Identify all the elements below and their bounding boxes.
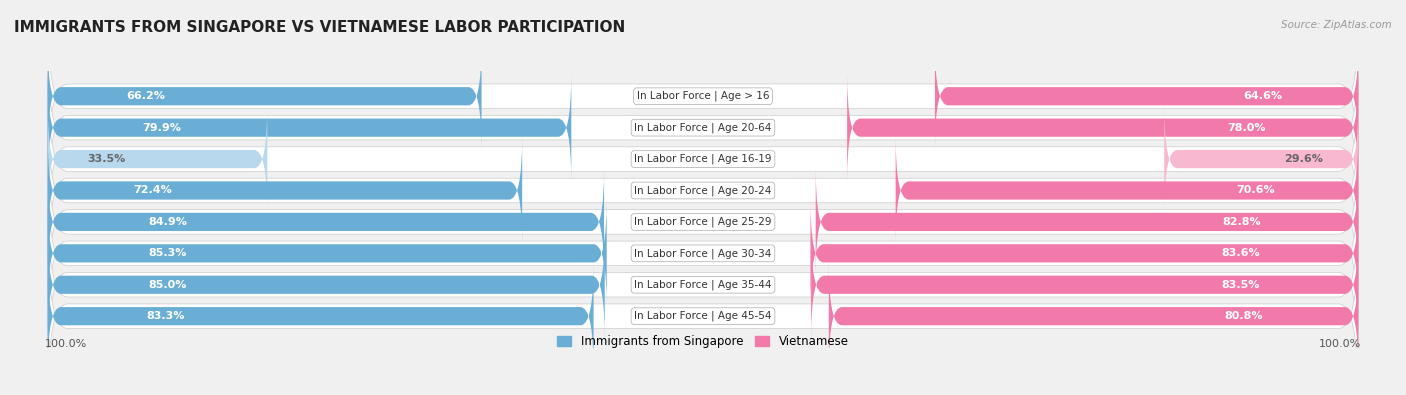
Text: 83.3%: 83.3% <box>146 311 184 321</box>
Text: In Labor Force | Age 20-24: In Labor Force | Age 20-24 <box>634 185 772 196</box>
Text: 83.6%: 83.6% <box>1220 248 1260 258</box>
FancyBboxPatch shape <box>48 14 1358 178</box>
FancyBboxPatch shape <box>48 231 605 339</box>
Text: IMMIGRANTS FROM SINGAPORE VS VIETNAMESE LABOR PARTICIPATION: IMMIGRANTS FROM SINGAPORE VS VIETNAMESE … <box>14 20 626 35</box>
FancyBboxPatch shape <box>828 262 1358 370</box>
Text: 84.9%: 84.9% <box>148 217 187 227</box>
Text: 100.0%: 100.0% <box>1319 339 1361 349</box>
Text: 29.6%: 29.6% <box>1285 154 1323 164</box>
FancyBboxPatch shape <box>48 43 481 150</box>
Text: 78.0%: 78.0% <box>1227 123 1267 133</box>
Text: 80.8%: 80.8% <box>1225 311 1263 321</box>
Text: 85.0%: 85.0% <box>148 280 187 290</box>
Text: In Labor Force | Age 25-29: In Labor Force | Age 25-29 <box>634 217 772 227</box>
Text: 82.8%: 82.8% <box>1222 217 1261 227</box>
FancyBboxPatch shape <box>48 203 1358 367</box>
FancyBboxPatch shape <box>815 168 1358 276</box>
FancyBboxPatch shape <box>811 231 1358 339</box>
Text: 85.3%: 85.3% <box>149 248 187 258</box>
FancyBboxPatch shape <box>48 109 1358 273</box>
FancyBboxPatch shape <box>810 199 1358 307</box>
FancyBboxPatch shape <box>48 168 605 276</box>
Text: 33.5%: 33.5% <box>87 154 125 164</box>
FancyBboxPatch shape <box>48 234 1358 395</box>
FancyBboxPatch shape <box>48 46 1358 210</box>
FancyBboxPatch shape <box>1164 105 1358 213</box>
Text: In Labor Force | Age 20-64: In Labor Force | Age 20-64 <box>634 122 772 133</box>
FancyBboxPatch shape <box>48 171 1358 335</box>
FancyBboxPatch shape <box>48 137 522 244</box>
FancyBboxPatch shape <box>48 77 1358 241</box>
Text: 64.6%: 64.6% <box>1243 91 1282 101</box>
Text: In Labor Force | Age > 16: In Labor Force | Age > 16 <box>637 91 769 102</box>
Text: 79.9%: 79.9% <box>142 123 181 133</box>
FancyBboxPatch shape <box>48 199 606 307</box>
FancyBboxPatch shape <box>48 140 1358 304</box>
Text: 83.5%: 83.5% <box>1222 280 1260 290</box>
FancyBboxPatch shape <box>48 262 593 370</box>
FancyBboxPatch shape <box>935 43 1358 150</box>
Text: 72.4%: 72.4% <box>134 186 172 196</box>
FancyBboxPatch shape <box>48 105 267 213</box>
Text: Source: ZipAtlas.com: Source: ZipAtlas.com <box>1281 20 1392 30</box>
FancyBboxPatch shape <box>48 74 571 181</box>
Legend: Immigrants from Singapore, Vietnamese: Immigrants from Singapore, Vietnamese <box>553 330 853 353</box>
Text: In Labor Force | Age 30-34: In Labor Force | Age 30-34 <box>634 248 772 259</box>
Text: 100.0%: 100.0% <box>45 339 87 349</box>
FancyBboxPatch shape <box>848 74 1358 181</box>
Text: In Labor Force | Age 16-19: In Labor Force | Age 16-19 <box>634 154 772 164</box>
Text: In Labor Force | Age 45-54: In Labor Force | Age 45-54 <box>634 311 772 322</box>
Text: In Labor Force | Age 35-44: In Labor Force | Age 35-44 <box>634 280 772 290</box>
FancyBboxPatch shape <box>896 137 1358 244</box>
Text: 70.6%: 70.6% <box>1236 186 1275 196</box>
Text: 66.2%: 66.2% <box>127 91 165 101</box>
